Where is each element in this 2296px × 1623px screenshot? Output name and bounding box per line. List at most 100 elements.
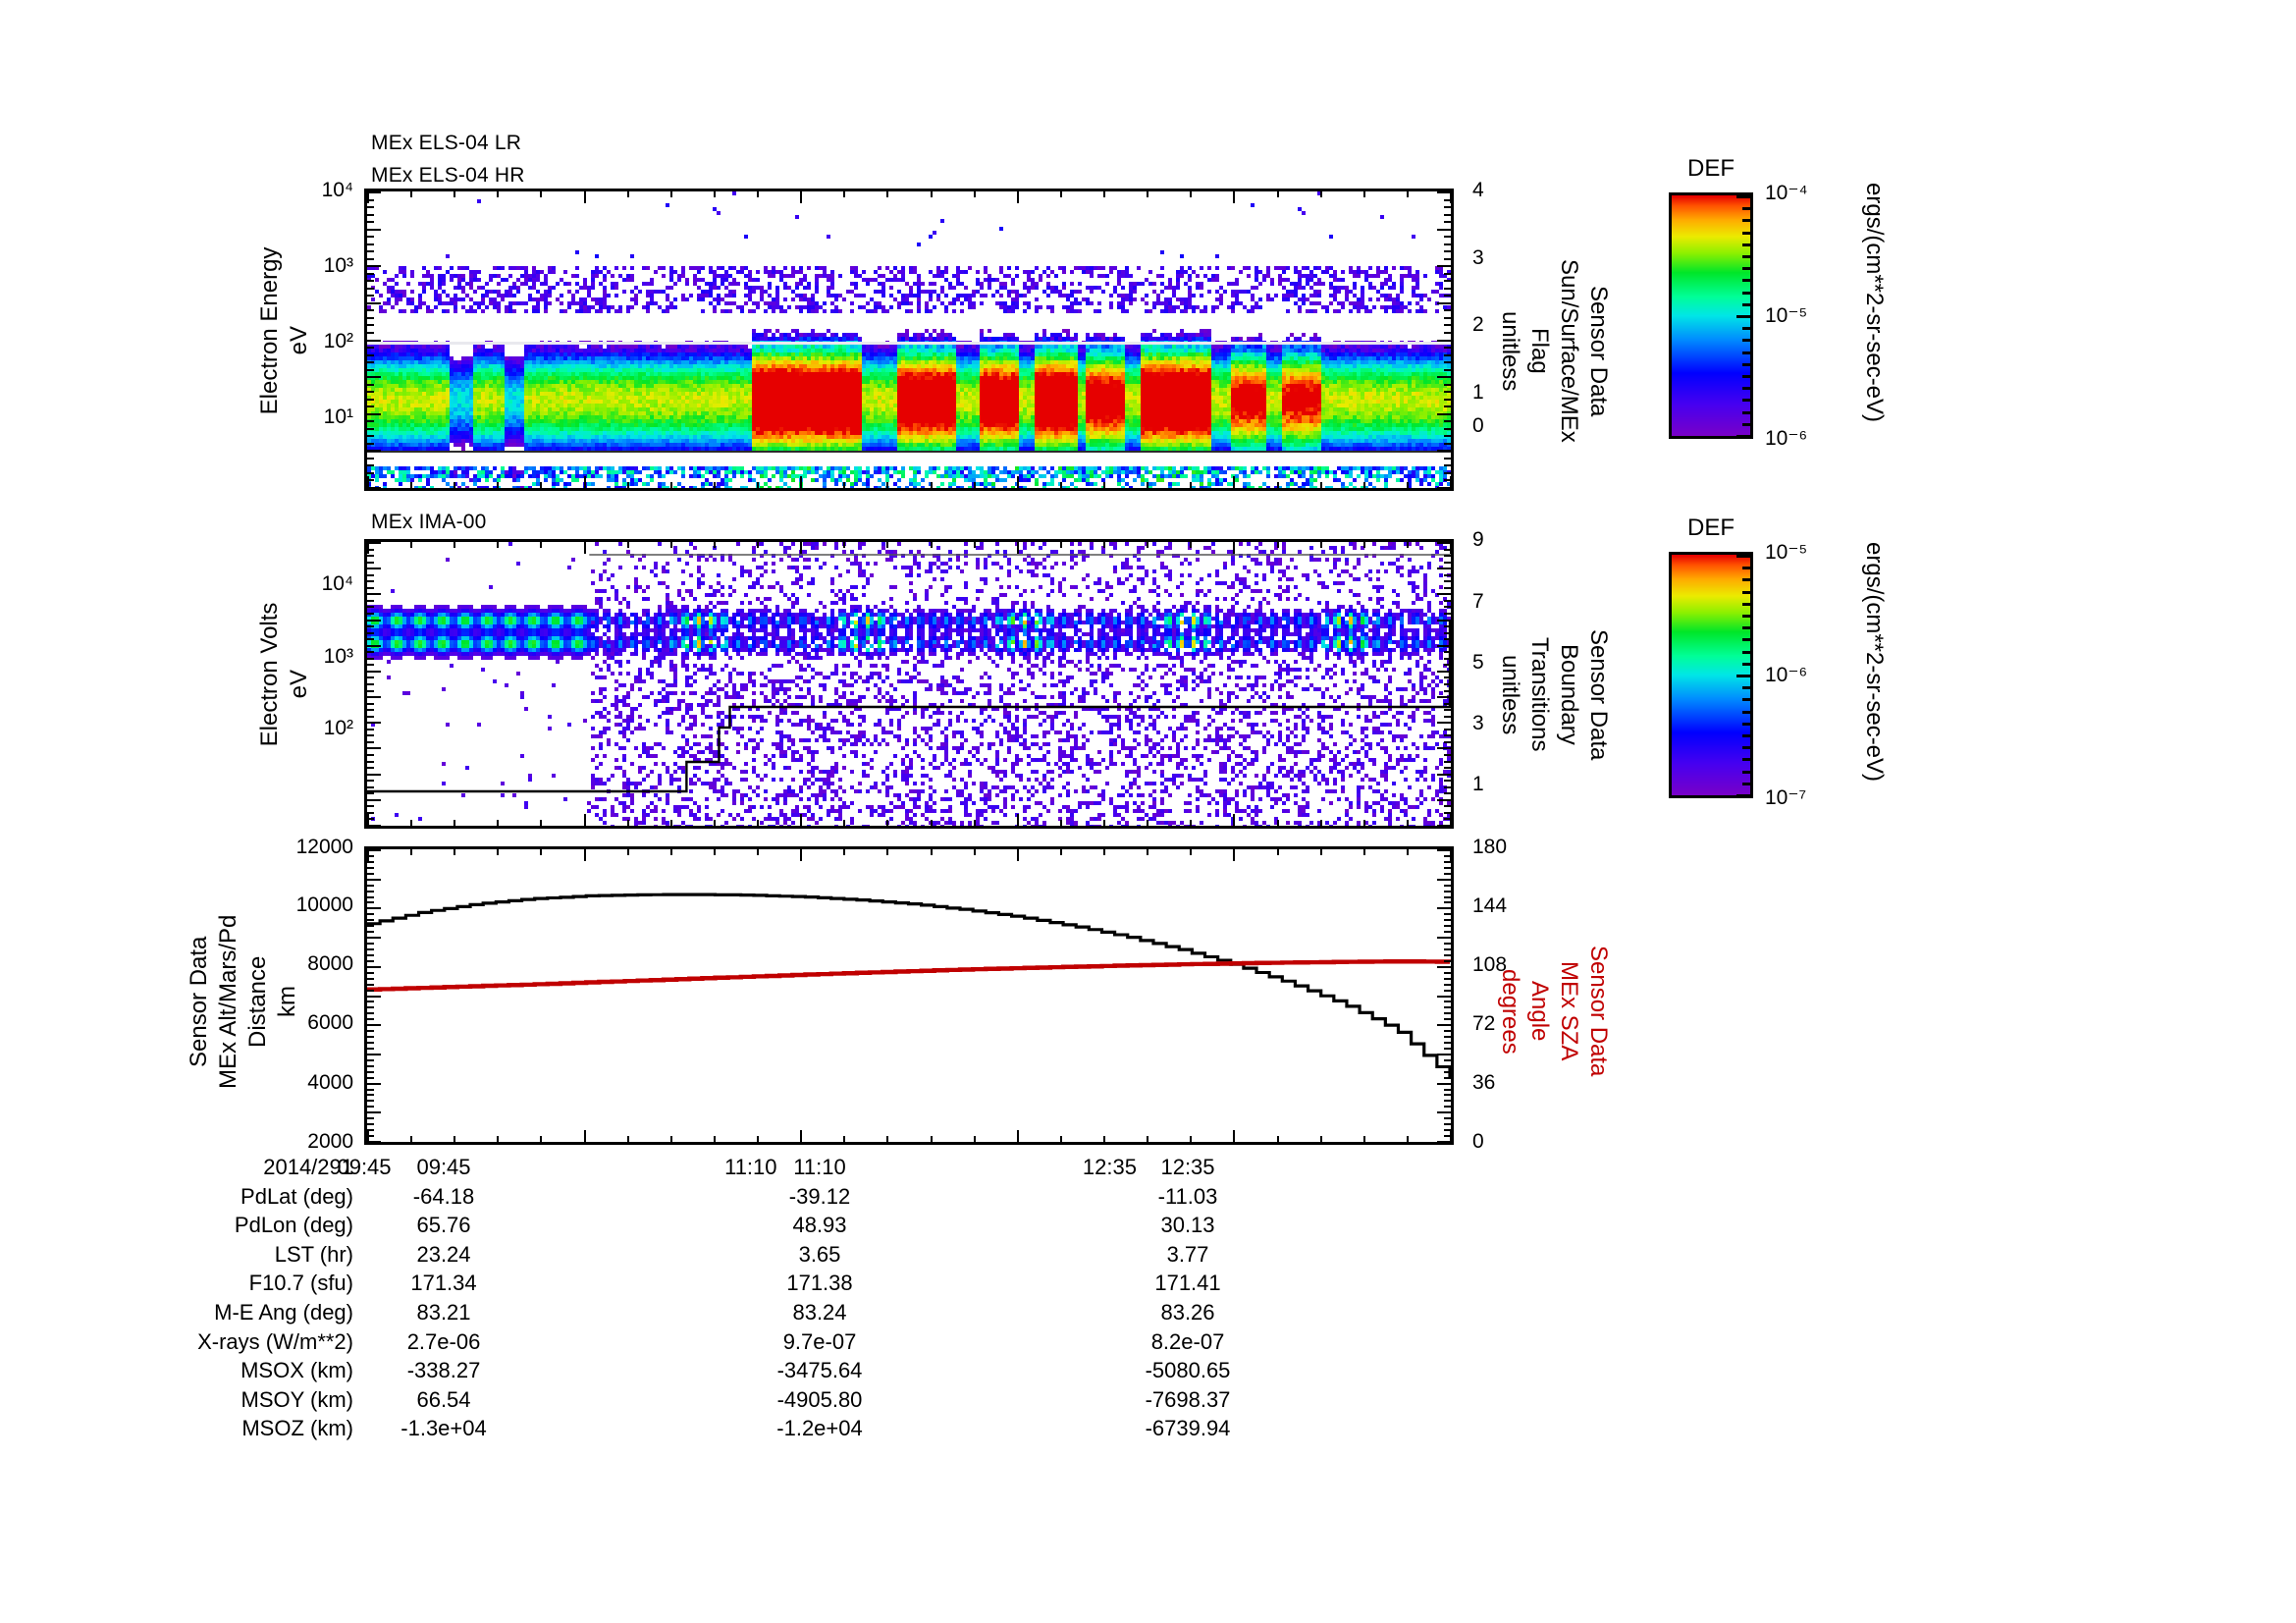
ephemeris-row-label: X-rays (W/m**2)	[197, 1328, 353, 1354]
ephemeris-row-label: 2014/291	[263, 1155, 353, 1179]
sza-ylabel-right-l1: MEx SZA	[1555, 961, 1582, 1061]
ephemeris-cell: -11.03	[1157, 1183, 1218, 1209]
els-ytick-1e2: 10²	[323, 330, 353, 352]
colorbar-els-tick-min: 10⁻⁶	[1765, 427, 1808, 450]
sza-ytick-180: 180	[1472, 836, 1508, 858]
ephemeris-row-label: MSOX (km)	[240, 1358, 353, 1383]
alt-ytick-4000: 4000	[307, 1071, 353, 1094]
ephemeris-cell: 11:10	[793, 1155, 846, 1179]
ephemeris-row-label: PdLat (deg)	[240, 1183, 353, 1209]
sza-ylabel-right-l0: Sensor Data	[1584, 946, 1612, 1077]
x-axis-time-label: 11:10	[724, 1155, 777, 1179]
ephemeris-row-label: PdLon (deg)	[234, 1213, 353, 1238]
alt-ylabel-left-l3: km	[274, 986, 300, 1017]
ima-ylabel-right-l2: Transitions	[1525, 637, 1553, 752]
colorbar-ima-title: DEF	[1687, 514, 1735, 541]
ephemeris-cell: -1.3e+04	[400, 1416, 487, 1441]
sza-ytick-144: 144	[1472, 894, 1508, 917]
ephemeris-cell: 171.38	[786, 1271, 853, 1296]
alt-ylabel-left-l0: Sensor Data	[186, 936, 212, 1067]
ephemeris-cell: 9.7e-07	[782, 1328, 857, 1354]
colorbar-ima-tick-max: 10⁻⁵	[1765, 541, 1808, 564]
els-ytick-right-1: 1	[1472, 381, 1484, 404]
ima-plot-frame	[364, 539, 1454, 829]
ephemeris-cell: -5080.65	[1145, 1358, 1231, 1383]
ima-ytick-right-5: 5	[1472, 651, 1484, 674]
ephemeris-cell: 83.26	[1160, 1300, 1215, 1325]
ephemeris-cell: -7698.37	[1145, 1386, 1231, 1412]
els-ytick-1e1: 10¹	[323, 406, 353, 428]
sza-ylabel-right-l2: Angle	[1525, 981, 1553, 1042]
ephemeris-cell: 8.2e-07	[1150, 1328, 1225, 1354]
ephemeris-row-label: F10.7 (sfu)	[248, 1271, 353, 1296]
els-ytick-1e3: 10³	[323, 254, 353, 277]
colorbar-els-title: DEF	[1687, 155, 1735, 182]
ephemeris-cell: -3475.64	[776, 1358, 863, 1383]
sza-ytick-0: 0	[1472, 1130, 1484, 1153]
ephemeris-cell: 23.24	[416, 1241, 471, 1267]
els-ylabel-right-l0: Sensor Data	[1584, 285, 1612, 417]
colorbar-ima-gradient	[1669, 552, 1753, 798]
ephemeris-cell: -64.18	[412, 1183, 475, 1209]
els-ytick-right-2: 2	[1472, 313, 1484, 336]
ima-ytick-right-9: 9	[1472, 528, 1484, 551]
els-plot-frame	[364, 189, 1454, 491]
colorbar-ima-canvas	[1672, 555, 1750, 795]
els-title-hr: MEx ELS-04 HR	[371, 164, 525, 187]
ephemeris-cell: -338.27	[406, 1358, 481, 1383]
alt-ylabel-left-l2: Distance	[244, 955, 271, 1048]
alt-sza-line-canvas	[367, 849, 1451, 1142]
ephemeris-cell: 2.7e-06	[406, 1328, 481, 1354]
els-title-lr: MEx ELS-04 LR	[371, 132, 522, 154]
colorbar-els-unit: ergs/(cm**2-sr-sec-eV)	[1860, 183, 1888, 423]
ephemeris-cell: 65.76	[416, 1213, 471, 1238]
sza-ytick-72: 72	[1472, 1012, 1496, 1035]
els-ytick-right-3: 3	[1472, 246, 1484, 269]
sza-ytick-36: 36	[1472, 1071, 1496, 1094]
sza-ytick-108: 108	[1472, 953, 1508, 976]
sza-ylabel-right-l3: degrees	[1496, 968, 1523, 1055]
ephemeris-cell: 48.93	[792, 1213, 847, 1238]
x-axis-time-label: 09:45	[337, 1155, 392, 1179]
ephemeris-cell: 66.54	[416, 1386, 471, 1412]
ephemeris-cell: 171.41	[1154, 1271, 1221, 1296]
ephemeris-row-label: M-E Ang (deg)	[214, 1300, 353, 1325]
ephemeris-cell: 3.65	[798, 1241, 841, 1267]
els-ytick-right-0: 0	[1472, 414, 1484, 437]
ima-spectrogram-canvas	[367, 542, 1451, 826]
alt-ytick-6000: 6000	[307, 1011, 353, 1034]
els-ylabel-right-l2: Flag	[1525, 328, 1553, 374]
colorbar-els-canvas	[1672, 195, 1750, 436]
colorbar-ima-unit: ergs/(cm**2-sr-sec-eV)	[1860, 542, 1888, 783]
ephemeris-cell: 12:35	[1160, 1155, 1215, 1179]
ephemeris-cell: 09:45	[416, 1155, 471, 1179]
els-ylabel-right-l1: Sun/Surface/MEx	[1555, 259, 1582, 443]
ephemeris-row-label: MSOZ (km)	[241, 1416, 353, 1441]
ima-ylabel-right-l1: Boundary	[1555, 644, 1582, 745]
ephemeris-cell: 171.34	[410, 1271, 477, 1296]
alt-ytick-8000: 8000	[307, 952, 353, 975]
ima-ylabel-right-l3: unitless	[1496, 654, 1523, 735]
alt-ytick-2000: 2000	[307, 1130, 353, 1153]
ephemeris-cell: -1.2e+04	[776, 1416, 863, 1441]
els-ytick-1e4: 10⁴	[321, 179, 353, 201]
x-axis-time-label: 12:35	[1082, 1155, 1137, 1179]
colorbar-els-gradient	[1669, 192, 1753, 439]
colorbar-els-tick-mid: 10⁻⁵	[1765, 304, 1808, 327]
ephemeris-cell: -39.12	[788, 1183, 851, 1209]
ima-ylabel-right-l0: Sensor Data	[1584, 628, 1612, 761]
els-ytick-right-4: 4	[1472, 179, 1484, 201]
alt-ytick-10000: 10000	[295, 893, 353, 916]
colorbar-ima-tick-mid: 10⁻⁶	[1765, 664, 1808, 686]
ima-ytick-right-1: 1	[1472, 773, 1484, 795]
ephemeris-cell: 3.77	[1166, 1241, 1209, 1267]
ima-ytick-1e3: 10³	[323, 645, 353, 668]
ephemeris-row-label: LST (hr)	[274, 1241, 353, 1267]
ephemeris-cell: 83.21	[416, 1300, 471, 1325]
els-spectrogram-canvas	[367, 191, 1451, 488]
ephemeris-cell: 30.13	[1160, 1213, 1215, 1238]
ima-ytick-right-7: 7	[1472, 590, 1484, 613]
